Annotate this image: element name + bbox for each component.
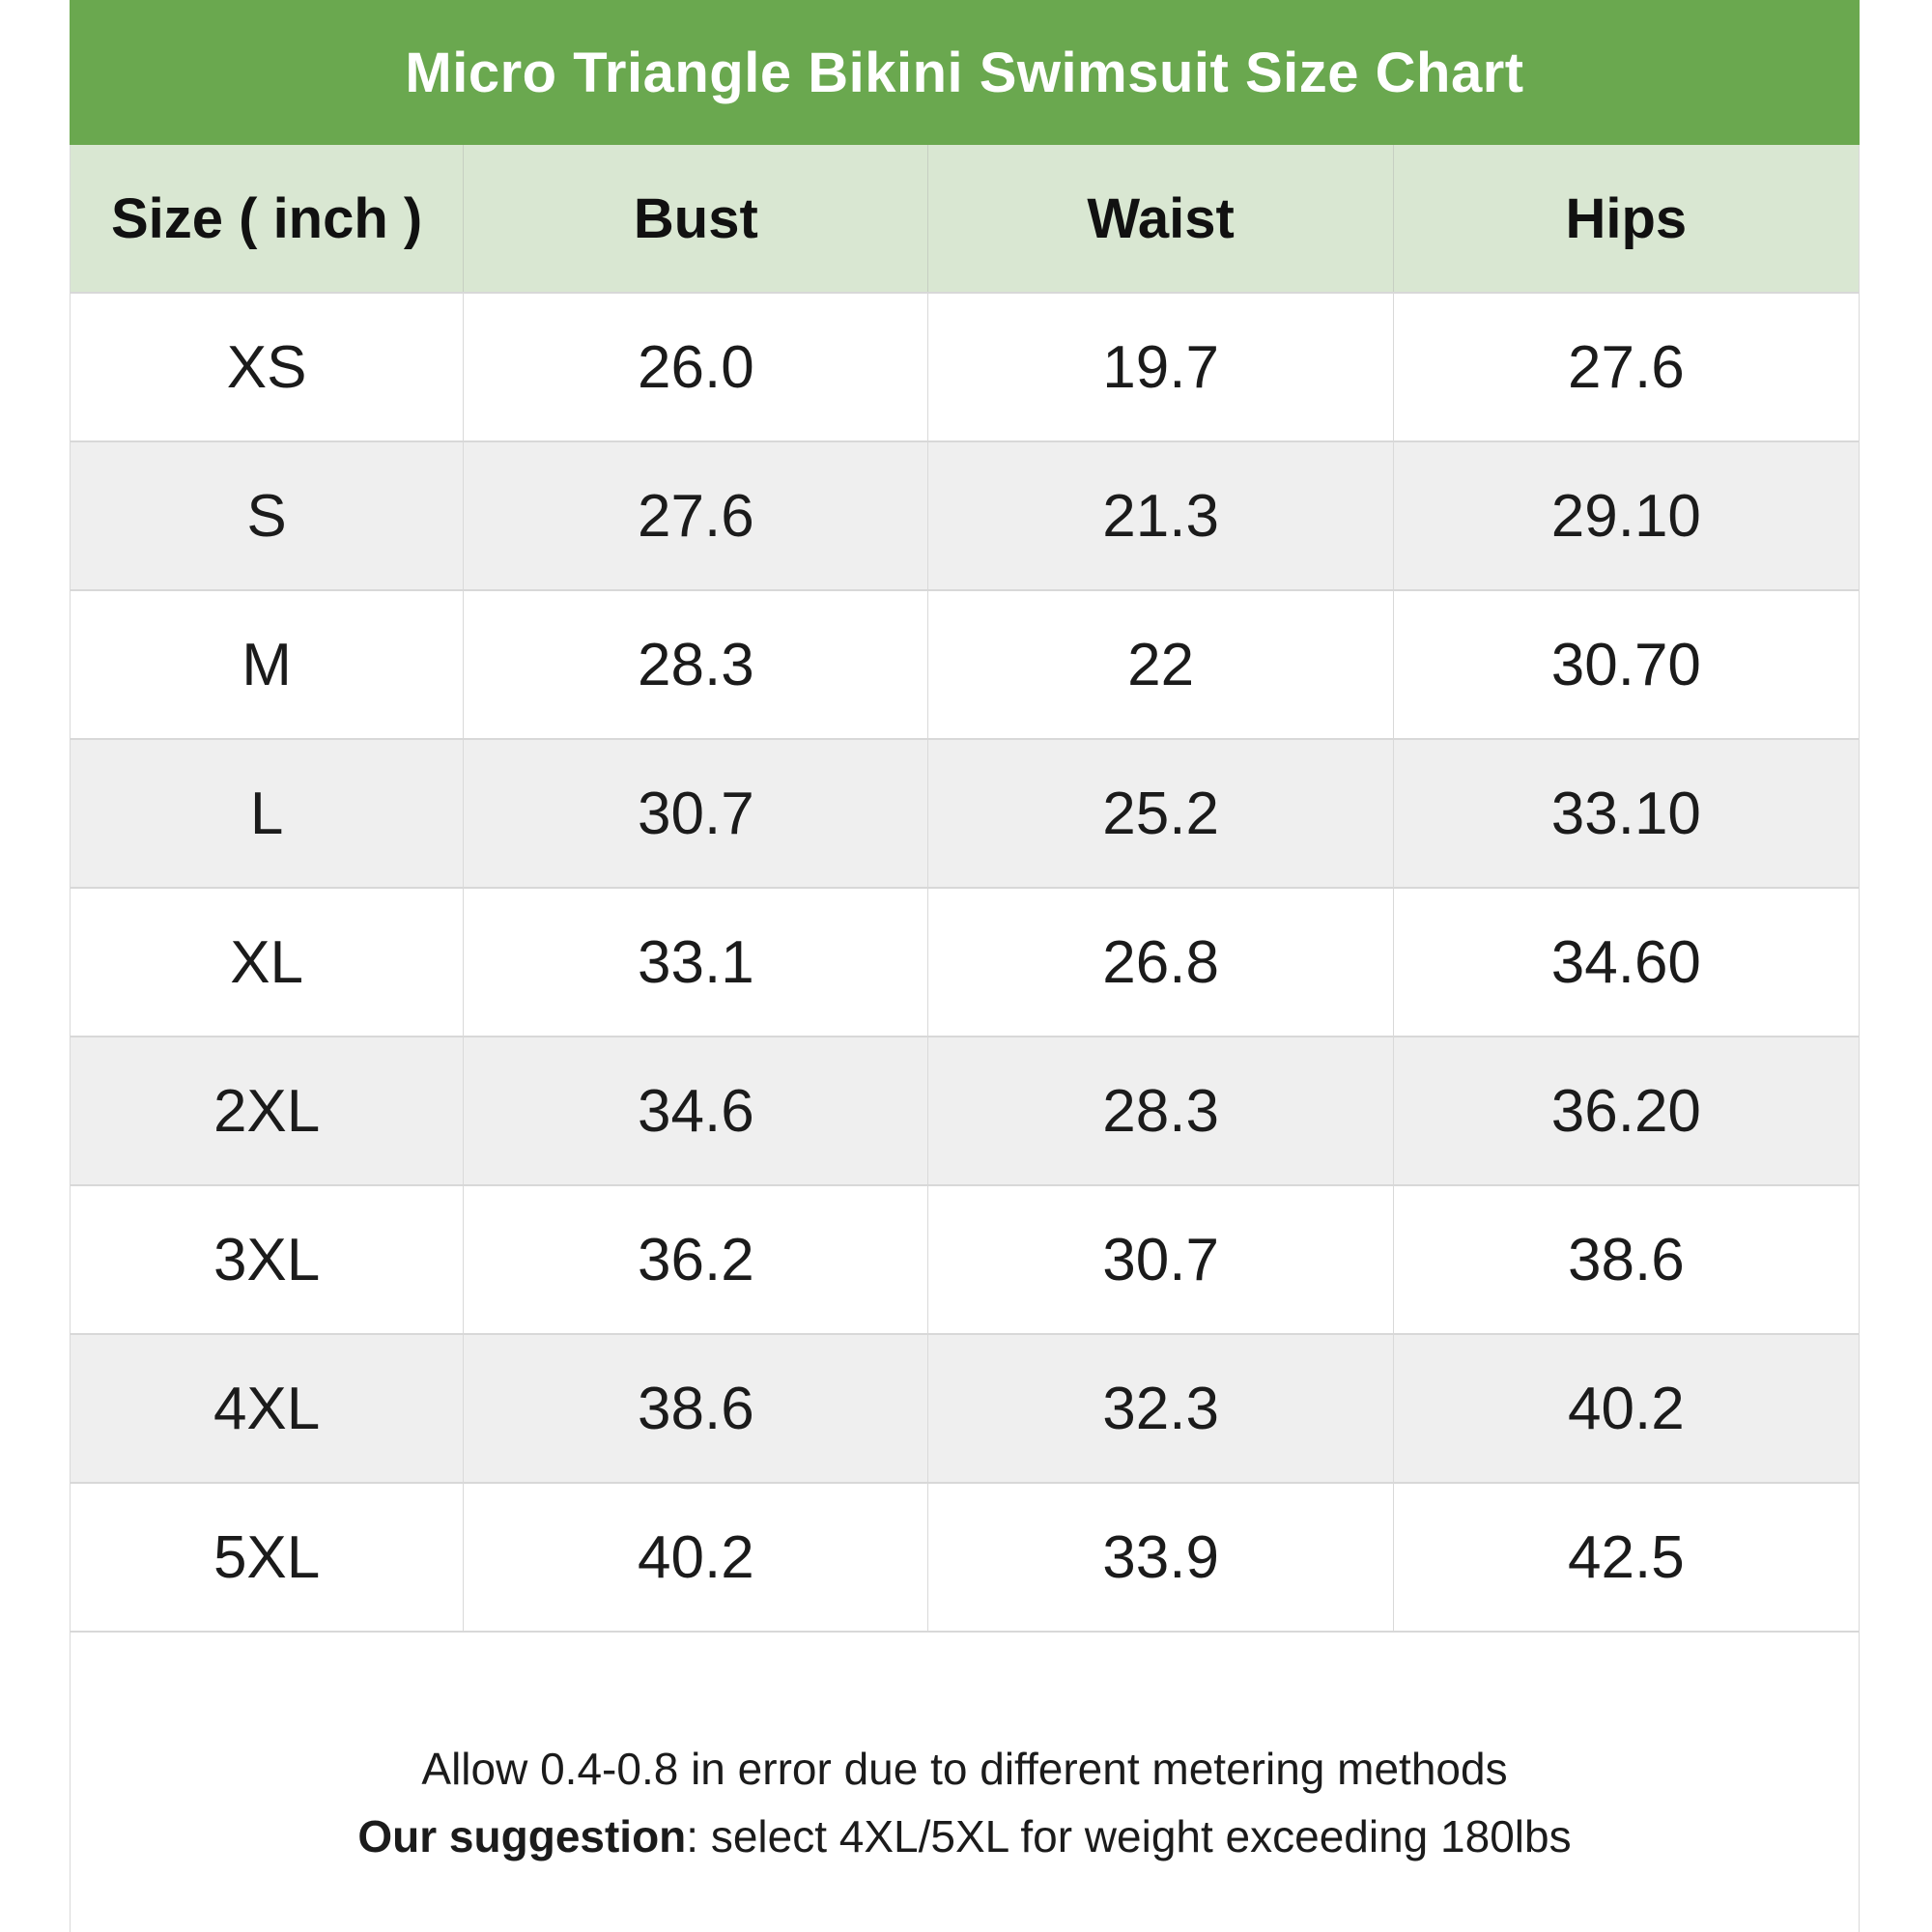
hips-cell: 33.10 <box>1550 780 1701 847</box>
bust-cell: 36.2 <box>464 1186 929 1333</box>
size-cell: M <box>71 591 465 738</box>
waist-cell: 30.7 <box>928 1186 1394 1333</box>
size-cell: L <box>71 740 465 887</box>
table-row-5xl: 5XL 40.2 33.9 42.5 <box>71 1482 1859 1631</box>
size-cell: 4XL <box>71 1335 465 1482</box>
waist-cell: 19.7 <box>928 294 1394 440</box>
table-row-xl: XL 33.1 26.8 34.60 <box>71 887 1859 1036</box>
hips-cell: 30.70 <box>1550 631 1701 698</box>
bust-cell: 33.1 <box>464 889 929 1036</box>
bust-cell: 38.6 <box>464 1335 929 1482</box>
waist-cell: 22 <box>928 591 1394 738</box>
waist-cell: 25.2 <box>928 740 1394 887</box>
table-header-row: Size ( inch ) Bust Waist Hips <box>71 145 1859 292</box>
size-cell: XL <box>71 889 465 1036</box>
table-row-s: S 27.6 21.3 29.10 <box>71 440 1859 589</box>
size-cell: 2XL <box>71 1037 465 1184</box>
bust-cell: 40.2 <box>464 1484 929 1631</box>
waist-cell: 32.3 <box>928 1335 1394 1482</box>
size-cell: 3XL <box>71 1186 465 1333</box>
size-cell: XS <box>71 294 465 440</box>
bust-cell: 27.6 <box>464 442 929 589</box>
table-row-l: L 30.7 25.2 33.10 <box>71 738 1859 887</box>
table-row-4xl: 4XL 38.6 32.3 40.2 <box>71 1333 1859 1482</box>
bust-cell: 28.3 <box>464 591 929 738</box>
footer-suggestion-label: Our suggestion <box>357 1811 687 1861</box>
hips-cell: 36.20 <box>1550 1077 1701 1145</box>
size-cell: 5XL <box>71 1484 465 1631</box>
table-row-3xl: 3XL 36.2 30.7 38.6 <box>71 1184 1859 1333</box>
hips-cell: 34.60 <box>1550 928 1701 996</box>
footer-note-error-tolerance: Allow 0.4-0.8 in error due to different … <box>421 1744 1508 1794</box>
hips-cell: 38.6 <box>1568 1226 1685 1293</box>
waist-cell: 26.8 <box>928 889 1394 1036</box>
size-chart-table: Size ( inch ) Bust Waist Hips XS 26.0 19… <box>70 145 1860 1631</box>
footer-suggestion-text: : select 4XL/5XL for weight exceeding 18… <box>686 1811 1572 1861</box>
column-header-waist: Waist <box>928 145 1394 292</box>
bust-cell: 26.0 <box>464 294 929 440</box>
hips-cell: 29.10 <box>1550 482 1701 550</box>
table-row-m: M 28.3 22 30.70 <box>71 589 1859 738</box>
size-cell: S <box>71 442 465 589</box>
column-header-hips: Hips <box>1565 186 1688 250</box>
chart-title: Micro Triangle Bikini Swimsuit Size Char… <box>405 41 1524 104</box>
waist-cell: 28.3 <box>928 1037 1394 1184</box>
hips-cell: 42.5 <box>1568 1523 1685 1591</box>
hips-cell: 40.2 <box>1568 1375 1685 1442</box>
footer-notes: Allow 0.4-0.8 in error due to different … <box>70 1631 1860 1932</box>
hips-cell: 27.6 <box>1568 333 1685 401</box>
chart-title-bar: Micro Triangle Bikini Swimsuit Size Char… <box>70 0 1860 145</box>
waist-cell: 33.9 <box>928 1484 1394 1631</box>
waist-cell: 21.3 <box>928 442 1394 589</box>
size-chart: Micro Triangle Bikini Swimsuit Size Char… <box>70 0 1860 1932</box>
table-row-xs: XS 26.0 19.7 27.6 <box>71 292 1859 440</box>
column-header-size: Size ( inch ) <box>71 145 465 292</box>
bust-cell: 34.6 <box>464 1037 929 1184</box>
table-row-2xl: 2XL 34.6 28.3 36.20 <box>71 1036 1859 1184</box>
bust-cell: 30.7 <box>464 740 929 887</box>
column-header-bust: Bust <box>464 145 929 292</box>
footer-note-suggestion: Our suggestion: select 4XL/5XL for weigh… <box>71 1803 1859 1870</box>
